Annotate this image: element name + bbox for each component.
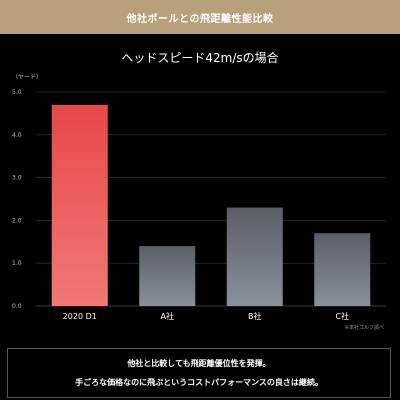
y-tick-label: 1.0 [12,260,22,267]
summary-line-2: 手ごろな価格なのに飛ぶというコストパフォーマンスの良さは継続。 [75,377,323,388]
x-tick-label: A社 [161,311,174,321]
x-tick-label: B社 [248,311,262,321]
summary-line-1: 他社と比較しても飛距離優位性を発揮。 [127,358,270,369]
y-tick-label: 2.0 [12,217,22,224]
y-tick-label: 5.0 [12,89,22,96]
y-tick-label: 0.0 [12,303,22,310]
x-tick-label: 2020 D1 [63,312,97,321]
bar-2 [227,208,283,306]
bar-0 [52,105,108,306]
y-tick-label: 4.0 [12,132,22,139]
y-tick-label: 3.0 [12,175,22,182]
x-tick-label: C社 [335,311,349,321]
footnote: ※本社ゴルフ調べ [345,324,384,331]
bar-1 [139,246,195,306]
summary-box: 他社と比較しても飛距離優位性を発揮。 手ごろな価格なのに飛ぶというコストパフォー… [7,348,391,398]
bar-3 [314,233,370,306]
